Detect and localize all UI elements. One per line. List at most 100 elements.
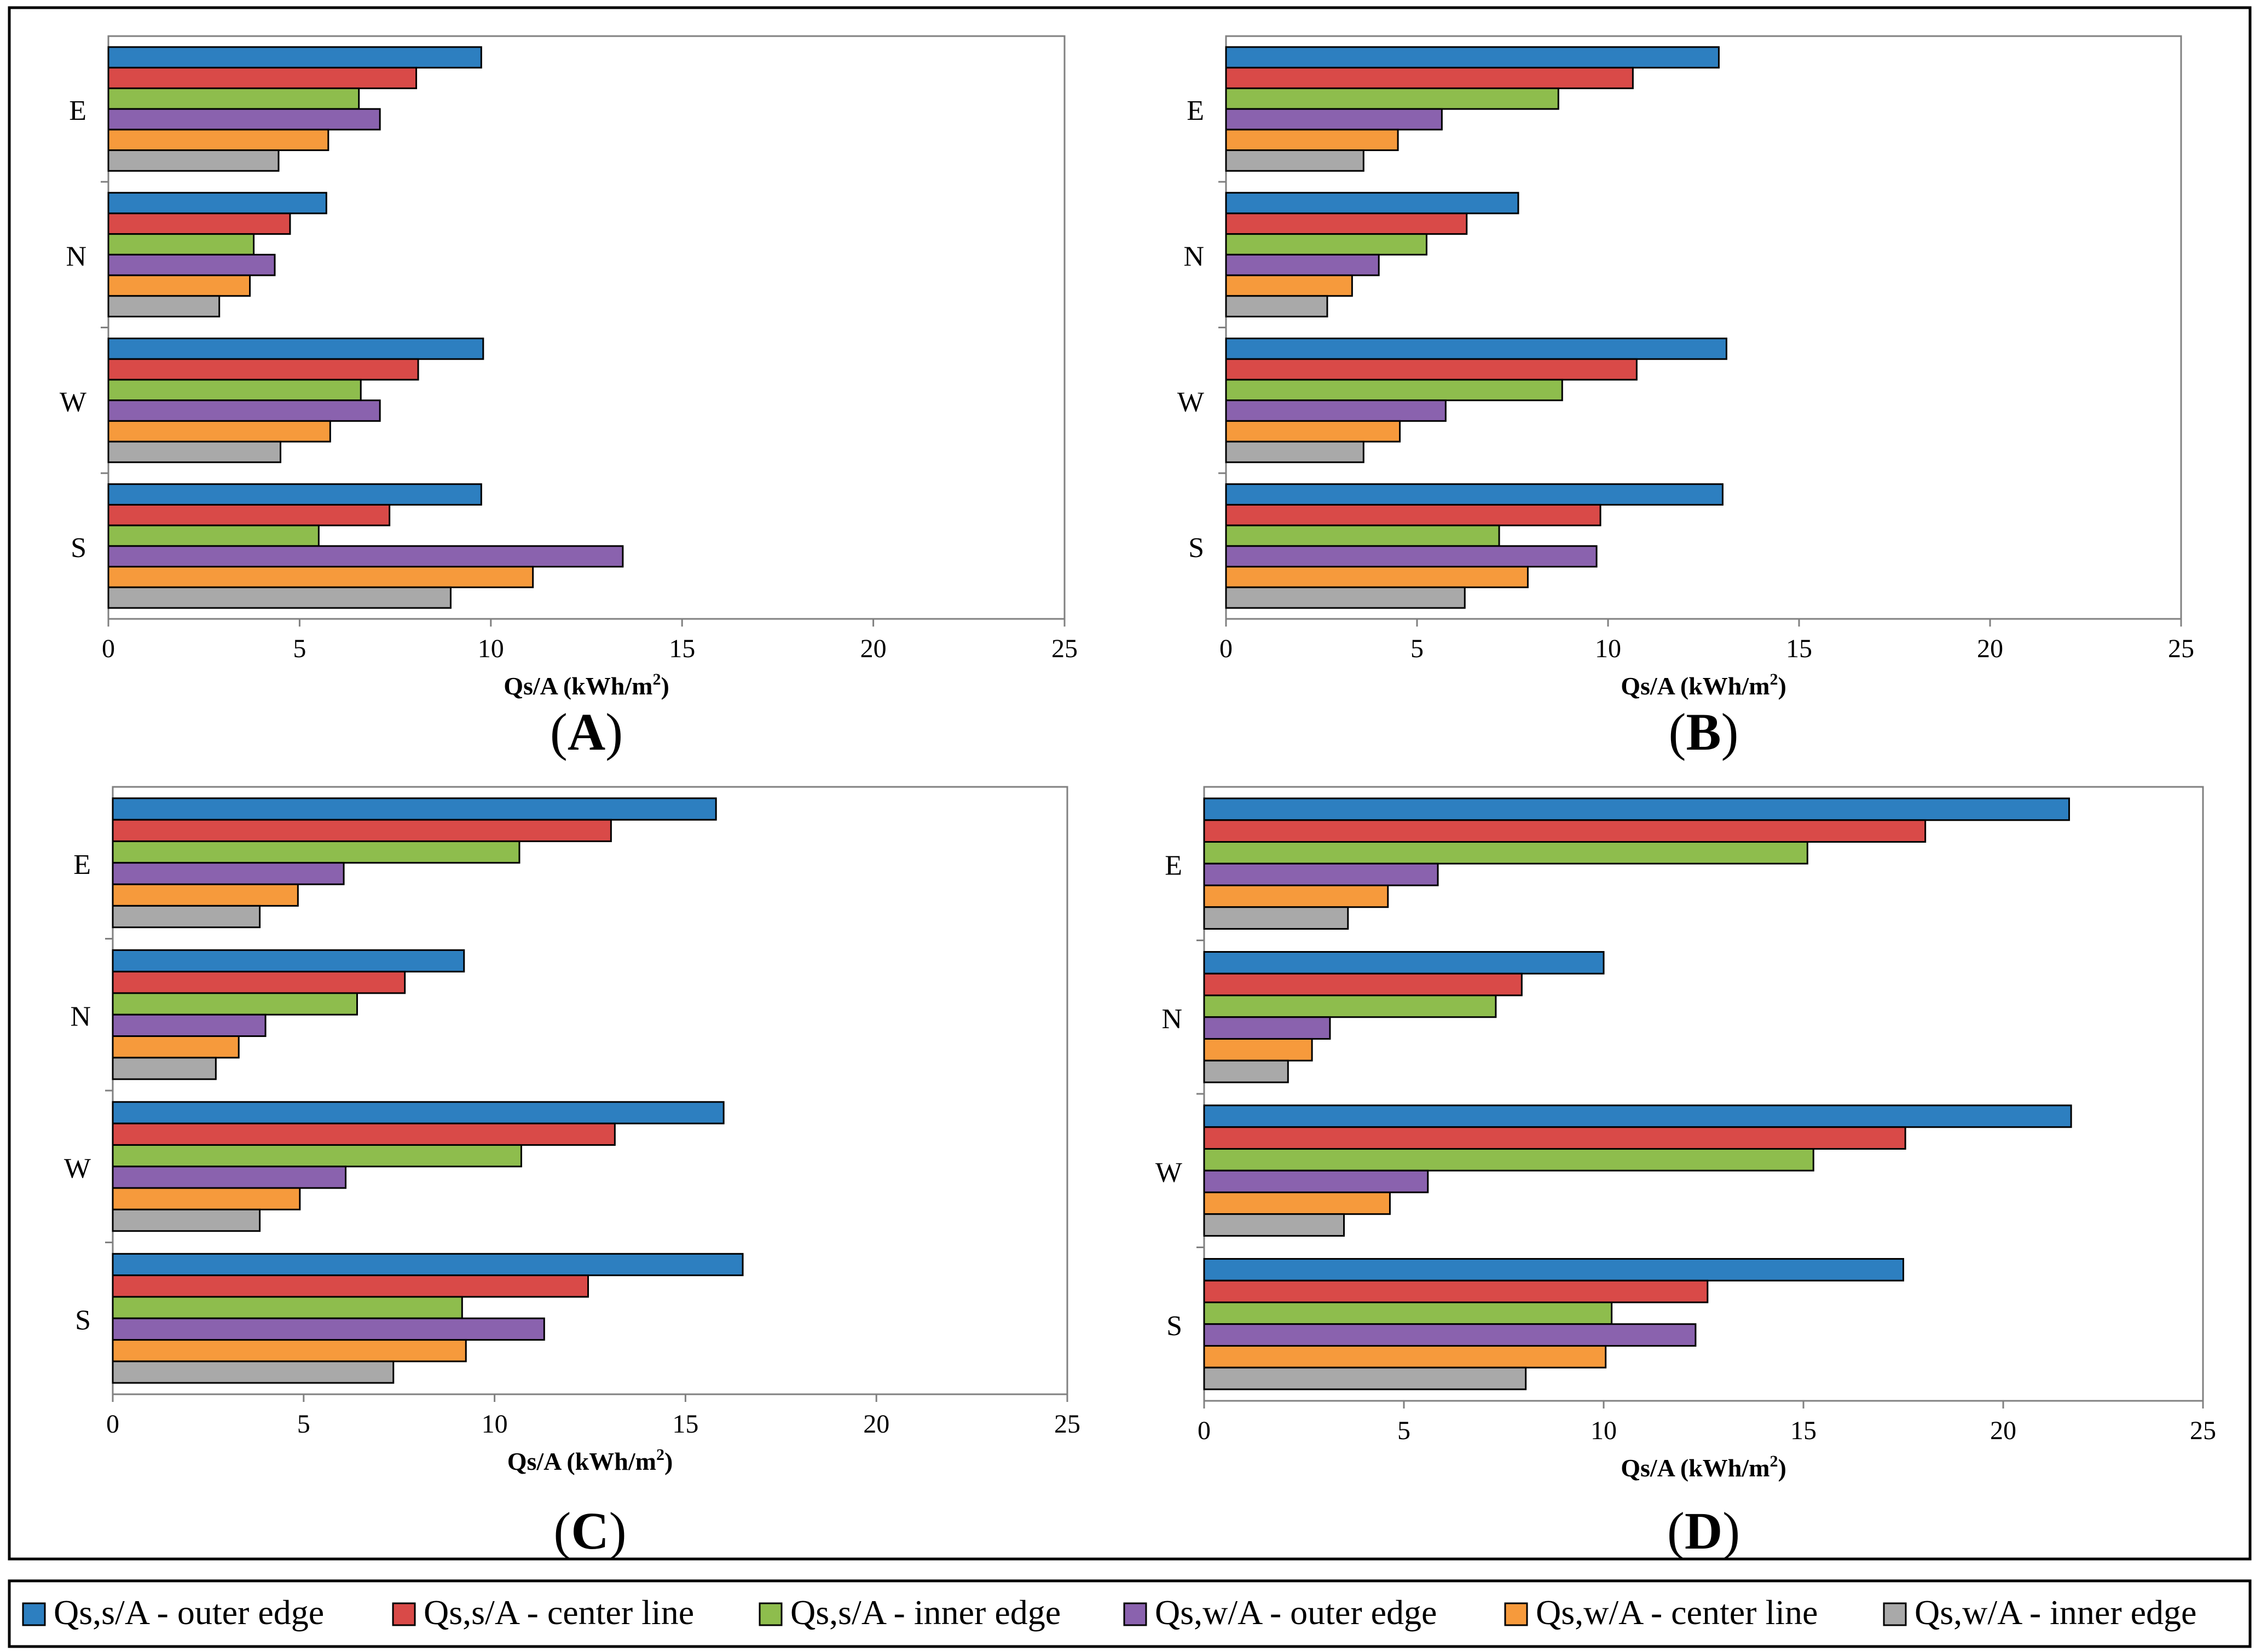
- panel-label-b: (B): [1669, 703, 1739, 761]
- bar-b-N-5: [1225, 274, 1353, 297]
- y-tick-label-b-E: E: [1187, 95, 1204, 126]
- x-axis-title-b: Qs/A (kWh/m2): [1621, 670, 1786, 700]
- x-tick-label-a-0: 0: [102, 634, 115, 663]
- bar-c-E-2: [112, 819, 612, 842]
- panel-label-close-b: ): [1721, 703, 1739, 761]
- bar-c-W-2: [112, 1122, 616, 1146]
- legend-swatch-6: [1883, 1602, 1907, 1626]
- bar-a-W-6: [107, 440, 281, 463]
- bar-b-W-4: [1225, 399, 1447, 422]
- bar-d-W-5: [1203, 1191, 1391, 1215]
- bar-c-S-1: [112, 1253, 744, 1277]
- bar-c-S-5: [112, 1339, 467, 1363]
- panel-label-letter-a: A: [568, 703, 605, 761]
- panel-label-letter-c: C: [571, 1502, 609, 1560]
- bar-a-E-5: [107, 129, 329, 152]
- x-tick-label-c-15: 15: [672, 1410, 698, 1439]
- bar-c-W-4: [112, 1166, 347, 1189]
- x-axis-title-sup-d: 2: [1770, 1452, 1778, 1470]
- bar-b-S-2: [1225, 503, 1601, 526]
- legend-swatch-3: [759, 1602, 783, 1626]
- bar-b-S-6: [1225, 586, 1466, 609]
- x-tick-label-d-20: 20: [1990, 1416, 2016, 1445]
- legend-label-4: Qs,w/A - outer edge: [1155, 1593, 1437, 1632]
- bar-a-E-4: [107, 108, 381, 131]
- bar-c-W-3: [112, 1144, 522, 1168]
- bar-d-S-3: [1203, 1301, 1613, 1325]
- panel-label-d: (D): [1667, 1502, 1740, 1560]
- x-axis-title-main-b: Qs/A (kWh/m: [1621, 672, 1770, 700]
- bar-d-S-4: [1203, 1323, 1697, 1347]
- bar-a-S-3: [107, 524, 320, 547]
- figure-frame: [8, 6, 2252, 1561]
- x-tick-label-c-20: 20: [863, 1410, 889, 1439]
- x-tick-label-d-15: 15: [1790, 1416, 1817, 1445]
- x-tick-label-d-0: 0: [1198, 1416, 1211, 1445]
- bar-a-E-6: [107, 149, 280, 172]
- bar-d-S-6: [1203, 1366, 1527, 1390]
- bar-b-E-5: [1225, 129, 1399, 152]
- bar-a-E-3: [107, 87, 360, 110]
- bar-a-N-1: [107, 192, 327, 215]
- bar-d-S-1: [1203, 1258, 1904, 1282]
- bar-c-N-3: [112, 992, 358, 1016]
- bar-c-E-6: [112, 905, 261, 929]
- bar-b-W-5: [1225, 420, 1401, 443]
- x-axis-title-c: Qs/A (kWh/m2): [507, 1446, 673, 1475]
- bar-c-W-1: [112, 1101, 725, 1124]
- x-axis-title-tail-a: ): [661, 672, 669, 700]
- legend: Qs,s/A - outer edge Qs,s/A - center line…: [22, 1593, 2196, 1632]
- bar-b-E-1: [1225, 46, 1720, 69]
- panel-label-open-a: (: [550, 703, 568, 761]
- x-tick-label-c-5: 5: [297, 1410, 310, 1439]
- y-tick-label-a-N: N: [66, 241, 86, 272]
- bar-a-W-4: [107, 399, 381, 422]
- bar-d-E-2: [1203, 819, 1927, 843]
- bar-a-S-4: [107, 545, 624, 568]
- y-tick-label-b-S: S: [1188, 532, 1204, 564]
- bar-b-E-6: [1225, 149, 1364, 172]
- x-axis-title-tail-d: ): [1778, 1454, 1786, 1482]
- bar-d-E-6: [1203, 906, 1349, 930]
- x-axis-title-sup-c: 2: [656, 1446, 664, 1464]
- y-tick-label-d-E: E: [1165, 850, 1182, 881]
- legend-label-1: Qs,s/A - outer edge: [54, 1593, 324, 1632]
- bar-a-W-3: [107, 379, 362, 402]
- panel-label-c: (C): [553, 1502, 626, 1560]
- x-axis-title-d: Qs/A (kWh/m2): [1621, 1452, 1786, 1482]
- bar-c-S-6: [112, 1360, 395, 1384]
- panel-label-letter-d: D: [1685, 1502, 1722, 1560]
- bar-c-S-3: [112, 1296, 463, 1319]
- y-tick-label-c-N: N: [70, 1001, 91, 1032]
- bar-a-W-1: [107, 337, 484, 360]
- x-tick-label-d-5: 5: [1397, 1416, 1410, 1445]
- bar-b-E-4: [1225, 108, 1443, 131]
- bar-a-S-6: [107, 586, 452, 609]
- bar-a-N-5: [107, 274, 251, 297]
- bar-d-W-2: [1203, 1126, 1906, 1150]
- x-tick-label-a-15: 15: [669, 634, 695, 663]
- bar-b-W-3: [1225, 379, 1563, 402]
- panel-label-open-b: (: [1669, 703, 1686, 761]
- bar-b-S-1: [1225, 483, 1724, 506]
- bar-b-S-4: [1225, 545, 1598, 568]
- legend-label-5: Qs,w/A - center line: [1536, 1593, 1818, 1632]
- x-tick-label-a-25: 25: [1051, 634, 1078, 663]
- x-tick-label-a-10: 10: [478, 634, 504, 663]
- y-tick-label-b-N: N: [1183, 241, 1204, 272]
- bar-b-N-2: [1225, 212, 1468, 235]
- bar-b-N-1: [1225, 192, 1519, 215]
- bar-a-N-3: [107, 233, 255, 256]
- bar-d-W-1: [1203, 1104, 2072, 1128]
- x-tick-label-b-25: 25: [2168, 634, 2194, 663]
- bar-c-E-4: [112, 862, 345, 885]
- bar-b-W-2: [1225, 358, 1638, 381]
- x-tick-label-a-20: 20: [860, 634, 887, 663]
- legend-label-6: Qs,w/A - inner edge: [1915, 1593, 2196, 1632]
- bar-d-N-1: [1203, 951, 1605, 975]
- x-tick-label-d-25: 25: [2190, 1416, 2216, 1445]
- bar-c-N-2: [112, 971, 406, 994]
- x-axis-title-tail-b: ): [1778, 672, 1786, 700]
